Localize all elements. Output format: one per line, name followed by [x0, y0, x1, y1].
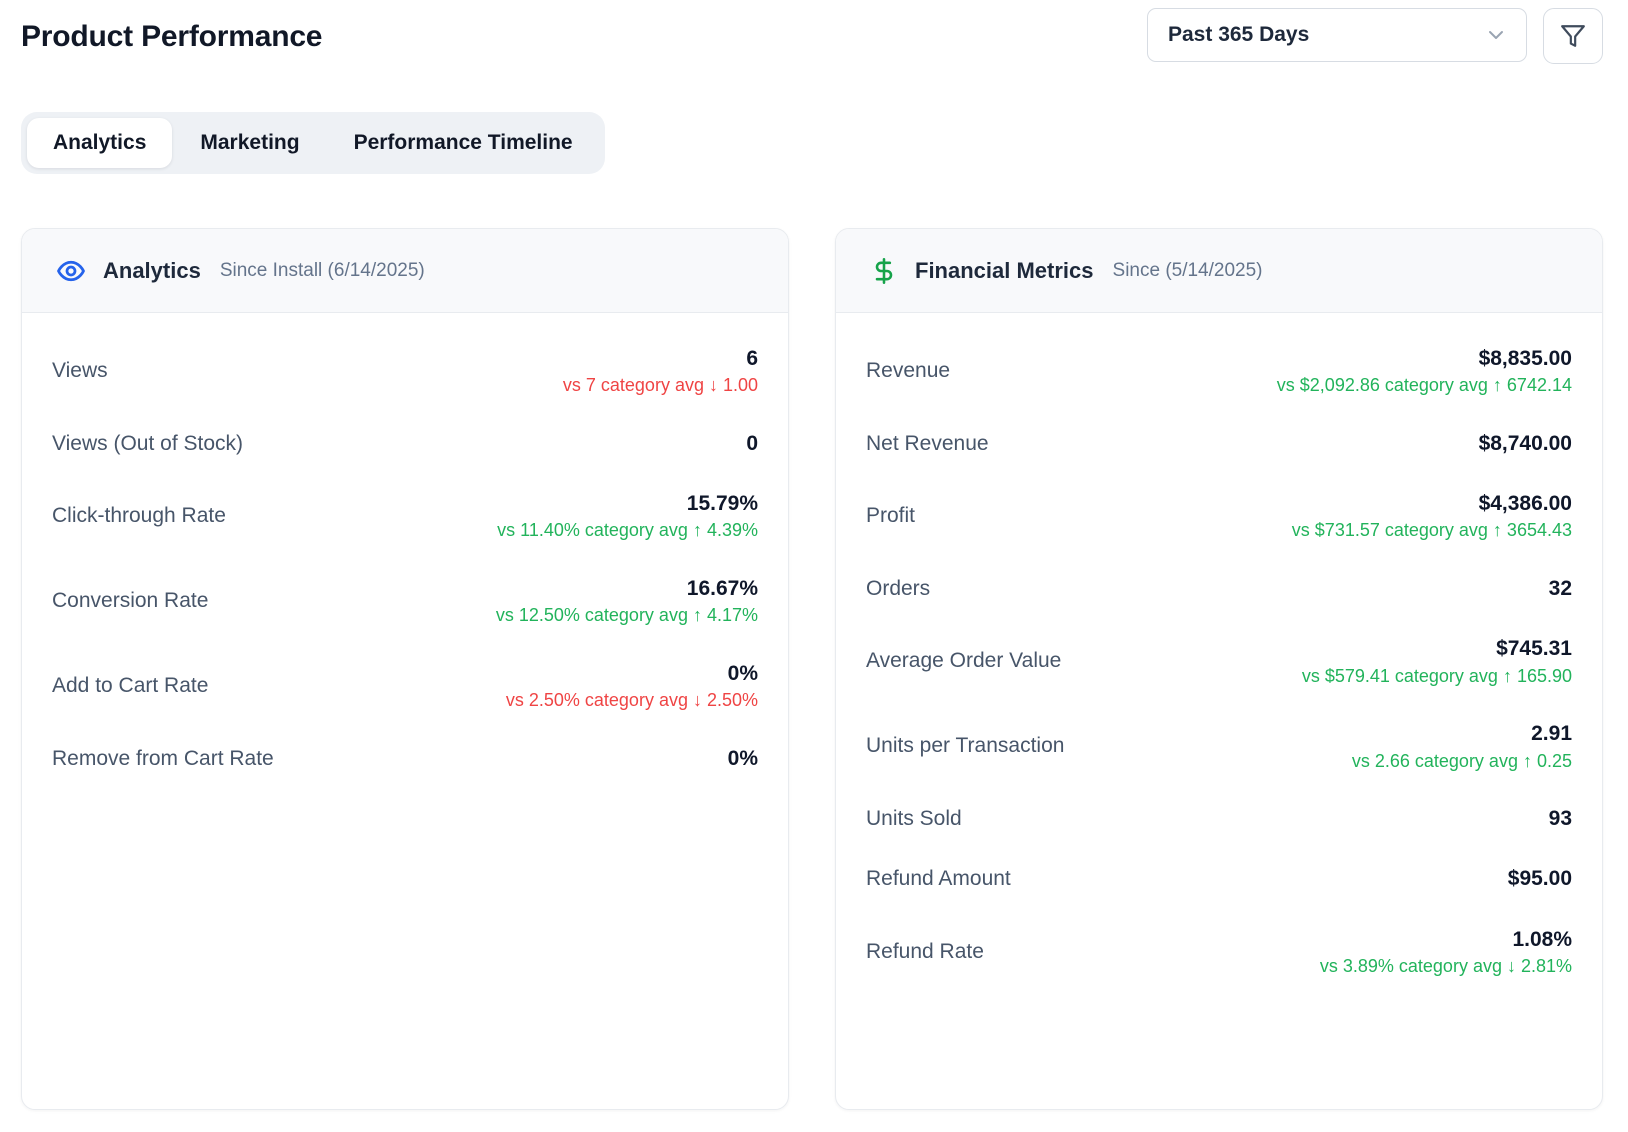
metric-comparison: vs $579.41 category avg ↑ 165.90	[1301, 665, 1572, 686]
card-header: Analytics Since Install (6/14/2025)	[22, 229, 788, 313]
metric-label: Units Sold	[866, 806, 962, 830]
metric-row: Views 6 vs 7 category avg ↓ 1.00	[52, 345, 758, 397]
metric-right: 0	[746, 430, 758, 457]
metric-right: 15.79% vs 11.40% category avg ↑ 4.39%	[497, 490, 758, 542]
metric-label: Refund Rate	[866, 939, 984, 963]
metric-row: Revenue $8,835.00 vs $2,092.86 category …	[866, 345, 1572, 397]
metric-value: 2.91	[1531, 722, 1572, 746]
metric-right: $8,740.00	[1479, 430, 1572, 457]
metric-label: Add to Cart Rate	[52, 673, 209, 697]
tab-label: Performance Timeline	[353, 131, 573, 154]
tab-marketing[interactable]: Marketing	[174, 118, 325, 168]
dollar-sign-icon	[870, 257, 898, 285]
tab-analytics[interactable]: Analytics	[27, 118, 173, 168]
metric-right: $8,835.00 vs $2,092.86 category avg ↑ 67…	[1277, 345, 1572, 397]
metric-right: $4,386.00 vs $731.57 category avg ↑ 3654…	[1292, 490, 1572, 542]
header-controls: Past 365 Days	[1147, 8, 1603, 64]
metric-label: Views	[52, 358, 108, 382]
card-header: Financial Metrics Since (5/14/2025)	[836, 229, 1602, 313]
funnel-filter-icon	[1560, 23, 1586, 49]
metric-right: 0% vs 2.50% category avg ↓ 2.50%	[506, 660, 758, 712]
metric-label: Revenue	[866, 358, 951, 382]
metric-comparison: vs 7 category avg ↓ 1.00	[562, 375, 758, 396]
metric-value: 0	[746, 431, 758, 455]
card-title: Analytics	[103, 257, 201, 283]
metric-row: Remove from Cart Rate 0%	[52, 745, 758, 772]
tab-label: Marketing	[200, 131, 300, 154]
eye-icon	[56, 256, 86, 286]
metric-label: Views (Out of Stock)	[52, 431, 244, 455]
metric-row: Refund Amount $95.00	[866, 865, 1572, 892]
metric-label: Net Revenue	[866, 431, 989, 455]
metric-value: 16.67%	[686, 577, 758, 601]
metric-value: $4,386.00	[1478, 492, 1572, 516]
analytics-card: Analytics Since Install (6/14/2025) View…	[21, 228, 789, 1110]
metric-label: Click-through Rate	[52, 504, 226, 528]
filter-button[interactable]	[1543, 8, 1603, 64]
metric-comparison: vs 12.50% category avg ↑ 4.17%	[495, 605, 758, 626]
metric-comparison: vs $731.57 category avg ↑ 3654.43	[1291, 520, 1572, 541]
metric-label: Conversion Rate	[52, 589, 209, 613]
metric-right: 6 vs 7 category avg ↓ 1.00	[563, 345, 758, 397]
metric-label: Units per Transaction	[866, 734, 1065, 758]
metric-value: 32	[1548, 577, 1572, 601]
metric-label: Remove from Cart Rate	[52, 746, 274, 770]
metric-value: 0%	[727, 746, 758, 770]
metric-right: $95.00	[1508, 865, 1572, 892]
metric-right: 0%	[728, 745, 758, 772]
metric-right: 16.67% vs 12.50% category avg ↑ 4.17%	[496, 575, 758, 627]
metric-row: Refund Rate 1.08% vs 3.89% category avg …	[866, 926, 1572, 978]
metric-row: Profit $4,386.00 vs $731.57 category avg…	[866, 490, 1572, 542]
metric-comparison: vs 2.50% category avg ↓ 2.50%	[505, 690, 758, 711]
metric-label: Profit	[866, 504, 916, 528]
metric-value: $8,740.00	[1478, 431, 1572, 455]
card-body: Revenue $8,835.00 vs $2,092.86 category …	[836, 313, 1602, 1011]
metric-comparison: vs 3.89% category avg ↓ 2.81%	[1319, 956, 1572, 977]
metric-value: 6	[746, 347, 758, 370]
page-header: Product Performance Past 365 Days	[21, 0, 1603, 68]
metric-label: Orders	[866, 576, 931, 600]
card-title: Financial Metrics	[915, 257, 1094, 283]
metric-row: Units Sold 93	[866, 805, 1572, 832]
metric-row: Conversion Rate 16.67% vs 12.50% categor…	[52, 575, 758, 627]
metric-label: Refund Amount	[866, 867, 1011, 891]
metric-row: Net Revenue $8,740.00	[866, 430, 1572, 457]
metric-value: 1.08%	[1512, 927, 1572, 951]
tab-bar: Analytics Marketing Performance Timeline	[21, 112, 605, 174]
metric-row: Average Order Value $745.31 vs $579.41 c…	[866, 635, 1572, 687]
metric-right: 1.08% vs 3.89% category avg ↓ 2.81%	[1320, 926, 1572, 978]
date-range-select[interactable]: Past 365 Days	[1147, 8, 1527, 62]
metric-value: $95.00	[1507, 867, 1572, 891]
tab-performance-timeline[interactable]: Performance Timeline	[328, 118, 599, 168]
card-subtitle: Since (5/14/2025)	[1112, 259, 1263, 281]
card-body: Views 6 vs 7 category avg ↓ 1.00 Views (…	[22, 313, 788, 805]
cards-grid: Analytics Since Install (6/14/2025) View…	[21, 228, 1603, 1110]
metric-value: $745.31	[1496, 637, 1572, 661]
metric-row: Orders 32	[866, 575, 1572, 602]
metric-right: 93	[1549, 805, 1572, 832]
tab-label: Analytics	[53, 131, 147, 154]
metric-right: $745.31 vs $579.41 category avg ↑ 165.90	[1302, 635, 1572, 687]
metric-value: 15.79%	[686, 492, 758, 516]
metric-row: Units per Transaction 2.91 vs 2.66 categ…	[866, 720, 1572, 772]
card-subtitle: Since Install (6/14/2025)	[219, 259, 425, 281]
metric-value: $8,835.00	[1478, 347, 1572, 370]
metric-comparison: vs $2,092.86 category avg ↑ 6742.14	[1276, 375, 1572, 396]
metric-row: Add to Cart Rate 0% vs 2.50% category av…	[52, 660, 758, 712]
page-title: Product Performance	[21, 20, 323, 53]
metric-right: 2.91 vs 2.66 category avg ↑ 0.25	[1352, 720, 1572, 772]
metric-row: Views (Out of Stock) 0	[52, 430, 758, 457]
metric-row: Click-through Rate 15.79% vs 11.40% cate…	[52, 490, 758, 542]
chevron-down-icon	[1484, 23, 1508, 47]
financial-metrics-card: Financial Metrics Since (5/14/2025) Reve…	[835, 228, 1603, 1110]
metric-comparison: vs 2.66 category avg ↑ 0.25	[1351, 750, 1572, 771]
metric-right: 32	[1549, 575, 1572, 602]
date-range-value: Past 365 Days	[1168, 23, 1310, 46]
metric-value: 93	[1548, 807, 1572, 831]
metric-value: 0%	[727, 661, 758, 685]
metric-comparison: vs 11.40% category avg ↑ 4.39%	[497, 520, 758, 541]
metric-label: Average Order Value	[866, 649, 1062, 673]
